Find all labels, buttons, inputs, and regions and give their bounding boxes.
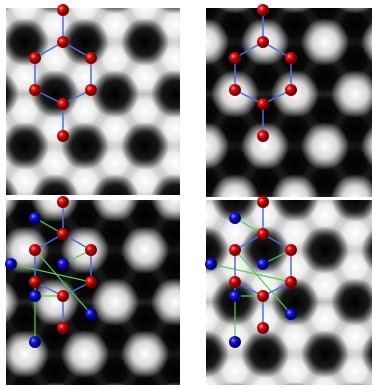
panel — [6, 4, 180, 195]
atom-blue — [5, 258, 17, 270]
atom-red — [57, 98, 69, 110]
atom-red — [229, 84, 241, 96]
panel — [206, 4, 372, 197]
atom-blue — [229, 290, 241, 302]
image — [6, 8, 180, 195]
atom-blue — [205, 258, 217, 270]
atom-blue — [85, 308, 97, 320]
panel — [5, 196, 180, 385]
atom-red — [257, 196, 269, 208]
atom-red — [29, 244, 41, 256]
atom-blue — [229, 336, 241, 348]
atom-red — [285, 244, 297, 256]
atom-red — [57, 228, 69, 240]
atom-red — [229, 276, 241, 288]
atom-blue — [229, 212, 241, 224]
atom-red — [285, 276, 297, 288]
atom-blue — [29, 336, 41, 348]
image — [206, 8, 372, 197]
atom-red — [57, 196, 69, 208]
atom-red — [85, 52, 97, 64]
atom-red — [257, 98, 269, 110]
panel — [205, 196, 372, 385]
atom-red — [257, 130, 269, 142]
atom-blue — [285, 308, 297, 320]
atom-red — [85, 84, 97, 96]
atom-red — [85, 244, 97, 256]
atom-red — [57, 290, 69, 302]
atom-blue — [29, 212, 41, 224]
atom-red — [29, 84, 41, 96]
atom-red — [257, 36, 269, 48]
atom-red — [57, 4, 69, 16]
atom-red — [257, 228, 269, 240]
atom-red — [229, 52, 241, 64]
atom-red — [257, 290, 269, 302]
atom-red — [285, 84, 297, 96]
atom-red — [285, 52, 297, 64]
atom-red — [257, 322, 269, 334]
atom-red — [57, 36, 69, 48]
atom-red — [57, 130, 69, 142]
atom-red — [29, 276, 41, 288]
atom-red — [57, 322, 69, 334]
atom-red — [229, 244, 241, 256]
figure — [0, 0, 373, 387]
atom-red — [257, 4, 269, 16]
atom-blue — [29, 290, 41, 302]
atom-blue — [257, 258, 269, 270]
atom-red — [29, 52, 41, 64]
atom-red — [85, 276, 97, 288]
atom-blue — [57, 258, 69, 270]
